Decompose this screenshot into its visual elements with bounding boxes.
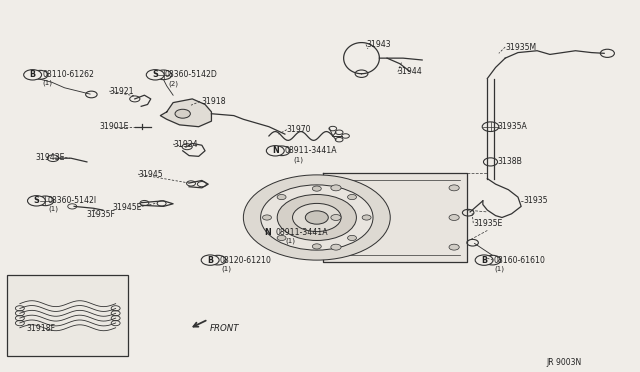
Text: 08160-61610: 08160-61610	[493, 256, 545, 264]
Text: 31935M: 31935M	[505, 42, 536, 51]
Circle shape	[259, 227, 276, 237]
Circle shape	[175, 109, 190, 118]
Text: 31935A: 31935A	[497, 122, 527, 131]
Text: 31945E: 31945E	[113, 203, 142, 212]
Circle shape	[312, 186, 321, 191]
Text: 08360-5142I: 08360-5142I	[47, 196, 97, 205]
Text: 08911-3441A: 08911-3441A	[285, 146, 337, 155]
Circle shape	[266, 145, 284, 156]
Text: 31970: 31970	[287, 125, 311, 134]
Bar	[7, 275, 129, 356]
Circle shape	[156, 70, 172, 80]
Text: 3138B: 3138B	[497, 157, 522, 166]
Circle shape	[243, 175, 390, 260]
Text: 08911-3441A: 08911-3441A	[275, 228, 328, 237]
Circle shape	[449, 244, 460, 250]
Text: S: S	[152, 70, 158, 79]
Circle shape	[483, 158, 497, 166]
Circle shape	[348, 235, 356, 241]
Circle shape	[348, 195, 356, 200]
Text: (1): (1)	[221, 265, 231, 272]
Text: 31935F: 31935F	[87, 210, 116, 219]
Text: N: N	[272, 146, 278, 155]
Text: 31935: 31935	[523, 196, 548, 205]
Text: 08110-61262: 08110-61262	[42, 70, 94, 79]
Polygon shape	[323, 173, 467, 262]
Text: JR 9003N: JR 9003N	[547, 357, 582, 366]
Circle shape	[449, 185, 460, 191]
Text: 31944: 31944	[398, 67, 422, 76]
Circle shape	[209, 255, 226, 265]
Circle shape	[277, 195, 356, 240]
Circle shape	[331, 244, 341, 250]
Text: B: B	[481, 256, 487, 264]
Circle shape	[482, 122, 499, 132]
Circle shape	[277, 235, 286, 241]
Circle shape	[262, 215, 271, 220]
Polygon shape	[161, 99, 211, 127]
Text: (1): (1)	[293, 156, 303, 163]
Circle shape	[273, 146, 290, 155]
Circle shape	[277, 195, 286, 200]
Circle shape	[267, 228, 284, 237]
Circle shape	[37, 196, 54, 206]
Circle shape	[312, 244, 321, 249]
Text: FRONT: FRONT	[210, 324, 239, 333]
Text: B: B	[29, 70, 36, 79]
Text: 31921: 31921	[109, 87, 134, 96]
Text: 31943E: 31943E	[36, 153, 65, 161]
Circle shape	[292, 203, 341, 232]
Text: 31918F: 31918F	[26, 324, 55, 333]
Circle shape	[449, 215, 460, 221]
Circle shape	[484, 255, 500, 265]
Circle shape	[28, 196, 45, 206]
Circle shape	[24, 70, 42, 80]
Circle shape	[362, 215, 371, 220]
Circle shape	[305, 211, 328, 224]
Text: 31945: 31945	[138, 170, 163, 179]
Circle shape	[201, 255, 219, 265]
Text: (1): (1)	[42, 80, 52, 86]
Circle shape	[331, 185, 341, 191]
Circle shape	[147, 70, 164, 80]
Text: S: S	[33, 196, 40, 205]
Text: 31935E: 31935E	[473, 219, 502, 228]
Text: 08360-5142D: 08360-5142D	[164, 70, 217, 79]
Text: 31943: 31943	[366, 40, 390, 49]
Text: 08120-61210: 08120-61210	[220, 256, 271, 264]
Circle shape	[331, 215, 341, 221]
Circle shape	[260, 185, 373, 250]
Text: N: N	[264, 228, 271, 237]
Text: (1): (1)	[49, 206, 59, 212]
Text: 31924: 31924	[173, 140, 198, 149]
Text: (1): (1)	[285, 238, 295, 244]
Text: (2): (2)	[168, 81, 178, 87]
Circle shape	[33, 70, 48, 79]
Text: (1): (1)	[494, 265, 504, 272]
Circle shape	[475, 255, 493, 265]
Text: B: B	[207, 256, 213, 264]
Text: 31901E: 31901E	[100, 122, 129, 131]
Text: 31918: 31918	[202, 97, 227, 106]
